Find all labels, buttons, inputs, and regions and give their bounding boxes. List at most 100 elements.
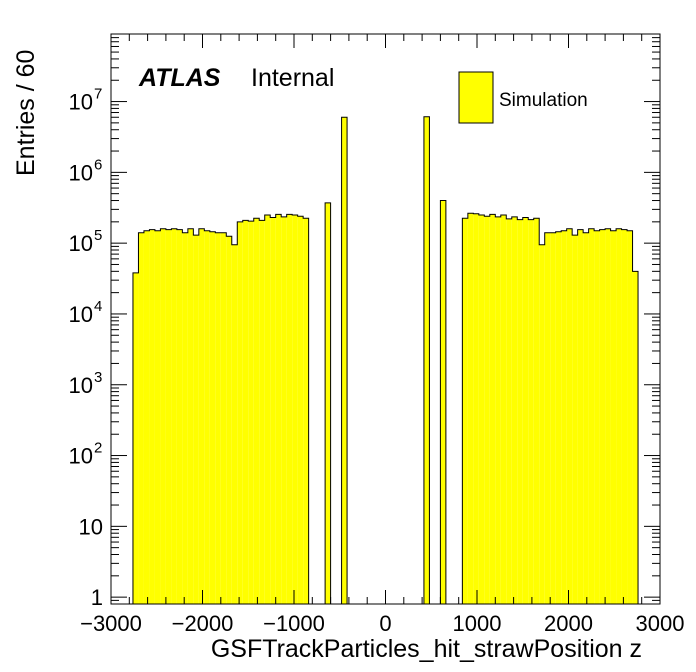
histogram-bar	[303, 218, 309, 604]
histogram-bar	[231, 244, 238, 605]
histogram-bar	[149, 229, 155, 604]
legend-swatch-simulation	[458, 71, 494, 124]
histogram-bar	[132, 272, 139, 604]
histogram-bar	[517, 219, 523, 604]
histogram-bar	[506, 218, 512, 604]
atlas-status-label: Internal	[251, 64, 334, 92]
histogram-bar	[599, 229, 606, 604]
histogram-bar	[462, 218, 468, 604]
histogram-outline	[439, 200, 447, 604]
y-tick-label: 10	[69, 160, 93, 185]
y-tick-label: 10	[69, 373, 93, 398]
y-tick-label-exponent: 5	[94, 227, 102, 244]
histogram-bar	[495, 216, 501, 604]
histogram-bar	[138, 232, 144, 604]
x-tick-label: 2000	[544, 611, 593, 636]
x-tick-label: −2000	[172, 611, 234, 636]
histogram-bar	[292, 214, 298, 605]
histogram-bar	[440, 200, 446, 604]
histogram-bar	[577, 229, 584, 604]
histogram-bar	[182, 232, 188, 604]
histogram-bar	[154, 230, 161, 604]
histogram-bar	[270, 217, 276, 605]
histogram-bar	[248, 221, 254, 604]
histogram-bar	[215, 232, 221, 604]
y-tick-label-exponent: 2	[94, 440, 102, 457]
histogram-bar	[226, 236, 232, 605]
y-tick-label: 10	[69, 231, 93, 256]
x-tick-label: −1000	[263, 611, 325, 636]
plot-frame	[110, 33, 661, 605]
histogram-outline	[132, 213, 310, 604]
histogram-bar	[209, 231, 216, 605]
histogram-bar	[539, 244, 545, 605]
y-tick-label: 10	[69, 90, 93, 115]
histogram-bar	[193, 235, 199, 604]
histogram-bar	[616, 228, 622, 604]
histogram-bar	[198, 228, 205, 604]
histogram-outline	[461, 212, 639, 604]
histogram-bar	[253, 218, 260, 604]
histogram-bar	[588, 228, 595, 604]
histogram-bar	[204, 230, 210, 604]
histogram-bar	[533, 218, 540, 604]
histogram-bar	[286, 214, 293, 604]
histogram-outline	[423, 116, 430, 604]
histogram-bar	[621, 229, 628, 604]
x-axis-tick-labels: −3000 −2000 −1000 0 1000 2000 3000	[80, 611, 684, 636]
histogram-bar	[325, 202, 331, 604]
histogram-bar	[281, 216, 287, 604]
histogram-bar	[583, 232, 589, 604]
histogram-outline	[341, 116, 348, 604]
histogram-bar	[171, 228, 177, 604]
histogram-bar	[610, 230, 617, 604]
y-tick-label-exponent: 4	[94, 298, 102, 315]
x-tick-label: −3000	[80, 611, 142, 636]
histogram-bar	[528, 219, 534, 604]
histogram-bar	[473, 213, 479, 604]
histogram-bar	[220, 232, 227, 604]
histogram-bar	[187, 228, 194, 604]
histogram-bar	[143, 230, 150, 604]
y-tick-label-exponent: 3	[94, 369, 102, 386]
y-tick-label: 1	[91, 585, 103, 610]
histogram-bar	[572, 235, 578, 604]
histogram-outline	[324, 202, 332, 604]
legend-label-simulation: Simulation	[499, 90, 588, 111]
histogram-bar	[632, 271, 639, 604]
histogram-bar	[594, 230, 600, 604]
histogram-bar	[423, 116, 430, 604]
histogram-bar	[467, 213, 474, 604]
histogram-bar	[160, 228, 166, 604]
x-axis-label: GSFTrackParticles_hit_strawPosition z	[211, 635, 642, 663]
histogram-bar	[259, 220, 265, 604]
atlas-label: ATLAS	[138, 64, 221, 92]
histogram-bar	[561, 230, 567, 604]
histogram-bar	[605, 228, 611, 604]
histogram-bar	[500, 214, 507, 605]
histogram-bar	[489, 214, 496, 604]
histogram-bar	[176, 229, 183, 604]
y-tick-label: 10	[69, 302, 93, 327]
x-tick-label: 0	[379, 611, 391, 636]
histogram-bar	[237, 221, 243, 604]
histogram-bar	[264, 214, 271, 605]
x-tick-label: 3000	[636, 611, 685, 636]
histogram-bar	[242, 220, 249, 604]
histogram-bar	[297, 216, 304, 605]
y-tick-label-exponent: 7	[94, 86, 102, 103]
x-tick-label: 1000	[453, 611, 502, 636]
histogram-bar	[511, 216, 518, 604]
histogram-bar	[522, 217, 529, 605]
histogram-bar	[627, 230, 633, 604]
y-axis-ticks	[111, 33, 660, 605]
y-tick-label-exponent: 6	[94, 156, 102, 173]
histogram-bar	[484, 216, 490, 605]
histogram-bar	[555, 231, 562, 605]
histogram-bar	[544, 232, 551, 604]
histogram-bar	[341, 117, 348, 604]
histogram-bar	[566, 228, 573, 604]
y-tick-label: 10	[79, 514, 103, 539]
histogram-bars	[132, 116, 639, 605]
histogram-bar	[165, 229, 172, 604]
